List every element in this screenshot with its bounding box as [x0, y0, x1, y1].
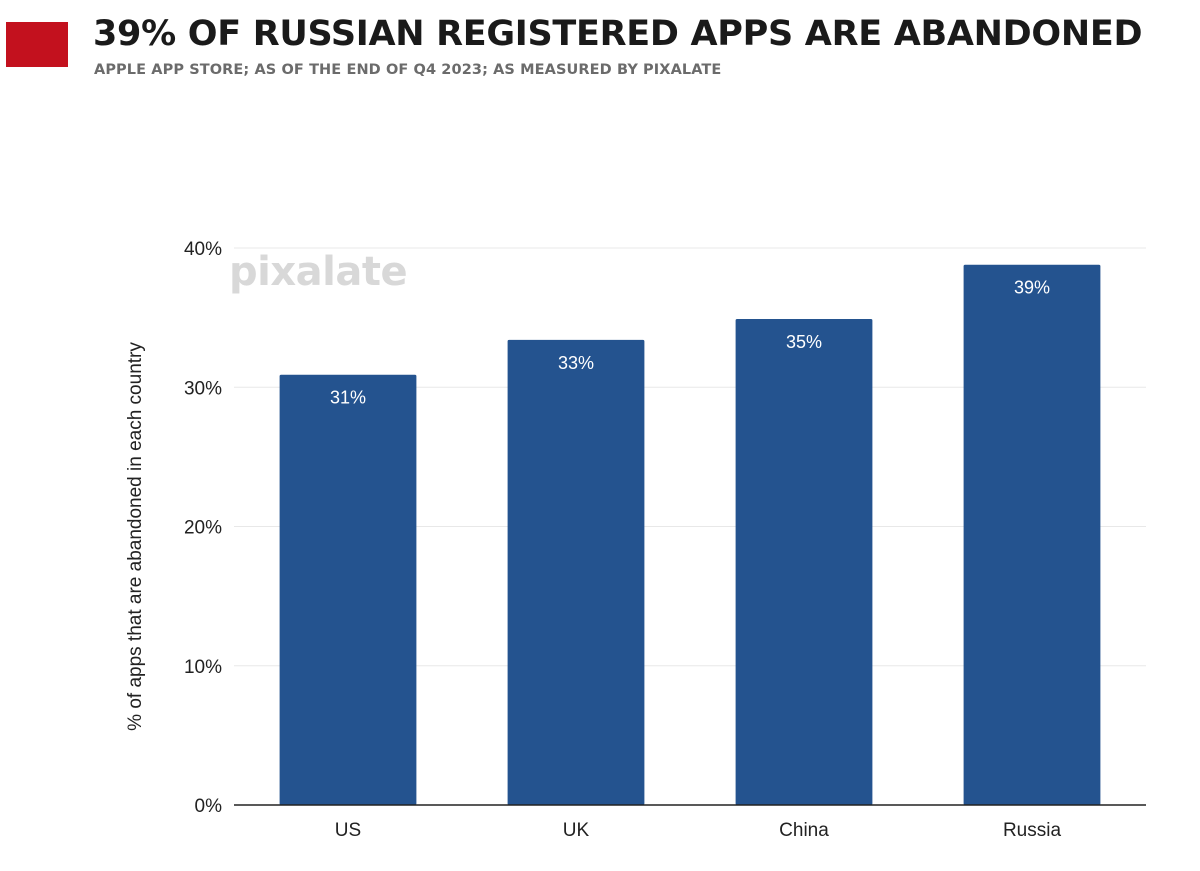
data-labels: 31% 33% 35% 39%: [330, 278, 1050, 408]
bars: [279, 264, 1101, 806]
bar-china: [735, 319, 873, 805]
chart-subtitle: APPLE APP STORE; AS OF THE END OF Q4 202…: [94, 62, 722, 78]
y-tick-label: 0%: [195, 796, 223, 817]
x-category-label-china: China: [779, 820, 829, 841]
y-tick-label: 20%: [184, 518, 222, 539]
x-axis-category-labels: US UK China Russia: [335, 820, 1062, 841]
brand-accent-block: [6, 22, 68, 67]
y-axis-tick-labels: 0% 10% 20% 30% 40%: [184, 239, 222, 817]
y-tick-label: 30%: [184, 378, 222, 399]
data-label-uk: 33%: [558, 353, 594, 373]
data-label-us: 31%: [330, 388, 366, 408]
y-tick-label: 10%: [184, 657, 222, 678]
data-label-russia: 39%: [1014, 278, 1050, 298]
bar-uk: [507, 339, 645, 805]
y-tick-label: 40%: [184, 239, 222, 260]
x-category-label-uk: UK: [563, 820, 590, 841]
data-label-china: 35%: [786, 332, 822, 352]
x-category-label-us: US: [335, 820, 361, 841]
bar-us: [279, 374, 417, 805]
x-category-label-russia: Russia: [1003, 820, 1062, 841]
y-axis-title: % of apps that are abandoned in each cou…: [125, 342, 146, 731]
bar-russia: [963, 264, 1101, 806]
chart-title: 39% OF RUSSIAN REGISTERED APPS ARE ABAND…: [93, 14, 1143, 54]
pixalate-watermark: pixalate: [229, 249, 408, 295]
